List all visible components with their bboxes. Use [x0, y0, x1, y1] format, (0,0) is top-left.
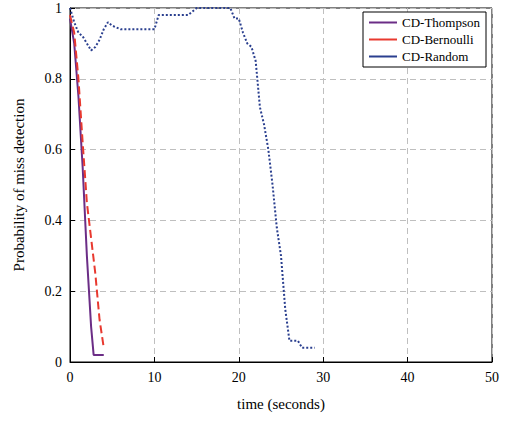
svg-text:30: 30 — [316, 370, 330, 385]
svg-text:time (seconds): time (seconds) — [237, 396, 325, 413]
svg-text:Probability of miss detection: Probability of miss detection — [11, 98, 27, 271]
svg-text:1: 1 — [55, 1, 62, 16]
svg-text:10: 10 — [147, 370, 161, 385]
svg-text:0.8: 0.8 — [45, 71, 63, 86]
svg-text:0.2: 0.2 — [45, 284, 63, 299]
svg-text:0: 0 — [67, 370, 74, 385]
svg-text:20: 20 — [232, 370, 246, 385]
svg-text:CD-Thompson: CD-Thompson — [402, 15, 481, 30]
svg-text:CD-Random: CD-Random — [402, 49, 468, 64]
svg-text:40: 40 — [401, 370, 415, 385]
svg-text:0.4: 0.4 — [45, 213, 63, 228]
svg-text:50: 50 — [485, 370, 499, 385]
svg-text:CD-Bernoulli: CD-Bernoulli — [402, 32, 474, 47]
svg-text:0: 0 — [55, 355, 62, 370]
svg-text:0.6: 0.6 — [45, 142, 63, 157]
